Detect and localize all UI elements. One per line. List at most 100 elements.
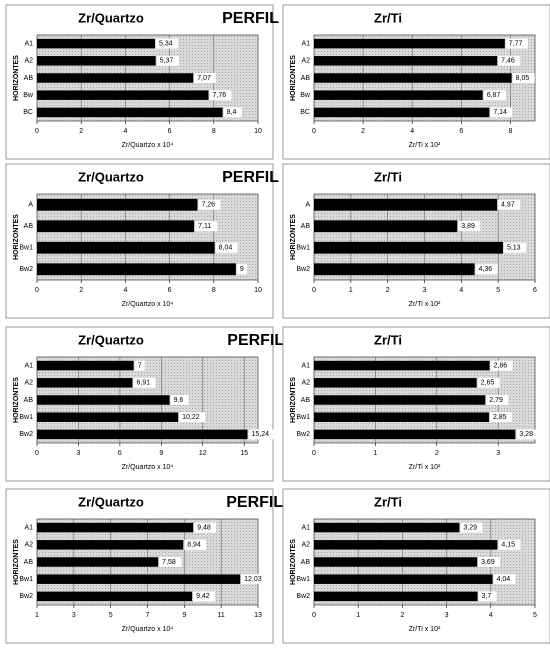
chart-title: Zr/Ti xyxy=(374,169,402,184)
y-tick-label: AB xyxy=(24,75,34,82)
x-tick-label: 0 xyxy=(312,450,316,457)
value-label-bg xyxy=(194,73,217,83)
value-label: 6,87 xyxy=(487,92,501,99)
y-axis-label: HORIZONTES xyxy=(13,214,20,260)
value-label-bg xyxy=(193,591,216,602)
chart-title: Zr/Ti xyxy=(374,10,402,25)
value-label-bg xyxy=(223,107,242,118)
x-tick-label: 2 xyxy=(386,287,390,294)
value-label: 7,58 xyxy=(162,559,176,566)
value-label-bg xyxy=(170,395,189,405)
x-tick-label: 2 xyxy=(435,450,439,457)
value-label-bg xyxy=(209,90,232,101)
value-label: 15,24 xyxy=(252,431,270,438)
y-tick-label: AB xyxy=(301,223,311,230)
x-tick-label: 8 xyxy=(508,128,512,135)
y-tick-label: AB xyxy=(301,397,311,404)
y-tick-label: A2 xyxy=(301,380,310,387)
bar xyxy=(37,107,223,118)
y-tick-label: Bw1 xyxy=(296,576,310,583)
x-tick-label: 11 xyxy=(218,612,225,619)
bar xyxy=(37,395,170,405)
y-tick-label: A2 xyxy=(301,542,310,549)
bar xyxy=(314,241,503,254)
y-tick-label: AB xyxy=(24,223,34,230)
y-tick-label: A1 xyxy=(24,362,33,369)
x-tick-label: 1 xyxy=(373,450,377,457)
y-tick-label: Bw1 xyxy=(19,245,33,252)
bar xyxy=(37,90,209,100)
chart-title: Zr/Quartzo xyxy=(78,494,144,509)
y-tick-label: A2 xyxy=(24,542,33,549)
x-tick-label: 6 xyxy=(533,287,537,294)
x-tick-label: 9 xyxy=(182,612,186,619)
x-tick-label: 1 xyxy=(35,612,39,619)
bar xyxy=(314,56,498,66)
value-label: 2,86 xyxy=(494,362,508,369)
x-tick-label: 2 xyxy=(400,612,404,619)
y-tick-label: A1 xyxy=(24,40,33,47)
y-tick-label: Bw1 xyxy=(296,414,310,421)
value-label: 9,42 xyxy=(196,593,210,600)
value-label-bg xyxy=(475,264,498,275)
x-axis-label: Zr/Quartzo x 10⁴ xyxy=(122,142,174,149)
value-label-bg xyxy=(490,360,513,371)
x-tick-label: 1 xyxy=(356,612,360,619)
chart-title: Zr/Ti xyxy=(374,494,402,509)
x-tick-label: 10 xyxy=(254,128,262,135)
value-label: 3,69 xyxy=(481,559,495,566)
y-tick-label: A2 xyxy=(24,58,33,65)
value-label: 9,48 xyxy=(197,524,211,531)
value-label: 7,77 xyxy=(509,40,523,47)
bar xyxy=(314,429,516,440)
y-tick-label: A1 xyxy=(301,40,310,47)
x-tick-label: 2 xyxy=(79,287,83,294)
bar xyxy=(37,591,193,602)
value-label-bg xyxy=(460,522,483,533)
y-tick-label: Bw2 xyxy=(296,266,310,273)
y-tick-label: BC xyxy=(23,109,33,116)
y-axis-label: HORIZONTES xyxy=(13,539,20,585)
value-label-bg xyxy=(516,429,539,440)
y-axis-label: HORIZONTES xyxy=(13,377,20,423)
value-label: 8,94 xyxy=(187,542,201,549)
bar xyxy=(37,557,159,567)
bar xyxy=(37,241,215,254)
value-label: 7,46 xyxy=(501,58,515,65)
bar xyxy=(37,38,156,49)
value-label-bg xyxy=(184,539,207,550)
value-label: 2,85 xyxy=(493,414,507,421)
bar xyxy=(314,90,483,100)
y-tick-label: Bw2 xyxy=(19,266,33,273)
x-tick-label: 3 xyxy=(423,287,427,294)
chart-title: Zr/Quartzo xyxy=(78,10,144,25)
value-label-bg xyxy=(179,412,206,423)
value-label: 8,4 xyxy=(227,109,237,116)
value-label-bg xyxy=(505,38,528,49)
chart-title: Zr/Quartzo xyxy=(78,169,144,184)
y-tick-label: A1 xyxy=(24,524,33,531)
bar xyxy=(37,198,198,211)
value-label-bg xyxy=(490,107,513,118)
x-tick-label: 5 xyxy=(496,287,500,294)
bar xyxy=(37,378,133,388)
value-label: 6,91 xyxy=(136,380,150,387)
y-tick-label: A1 xyxy=(301,362,310,369)
x-tick-label: 8 xyxy=(212,128,216,135)
value-label: 5,37 xyxy=(160,58,174,65)
value-label-bg xyxy=(478,557,501,567)
value-label: 2,65 xyxy=(481,380,495,387)
value-label-bg xyxy=(133,377,156,388)
y-tick-label: A2 xyxy=(301,58,310,65)
bar xyxy=(314,557,478,567)
y-tick-label: AB xyxy=(301,75,311,82)
bar xyxy=(314,360,490,371)
value-label: 3,29 xyxy=(463,524,477,531)
bar xyxy=(314,73,512,83)
value-label-bg xyxy=(512,73,535,83)
x-tick-label: 1 xyxy=(349,287,353,294)
value-label: 7,07 xyxy=(197,75,211,82)
y-axis-label: HORIZONTES xyxy=(290,214,297,260)
x-tick-label: 0 xyxy=(35,128,39,135)
